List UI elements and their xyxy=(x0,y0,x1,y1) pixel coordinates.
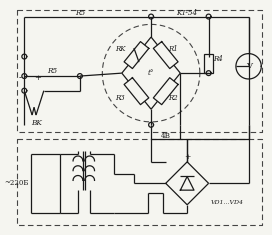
Text: -: - xyxy=(19,74,22,82)
Text: RK: RK xyxy=(115,45,125,53)
Text: R4: R4 xyxy=(214,55,223,63)
Text: KT-54: KT-54 xyxy=(177,9,198,17)
Text: 4B: 4B xyxy=(161,132,171,140)
Text: t°: t° xyxy=(148,69,154,77)
Text: R2: R2 xyxy=(168,94,177,102)
Text: V: V xyxy=(246,62,252,70)
Text: VD1...VD4: VD1...VD4 xyxy=(211,200,243,205)
Bar xyxy=(204,54,214,73)
Text: BK: BK xyxy=(31,119,41,127)
Text: ~220Б: ~220Б xyxy=(4,179,28,187)
Text: R5: R5 xyxy=(48,67,58,75)
Text: +: + xyxy=(184,153,190,161)
Text: +: + xyxy=(35,74,41,82)
Text: R1: R1 xyxy=(168,45,177,53)
Text: R5: R5 xyxy=(75,9,85,17)
Text: R3: R3 xyxy=(115,94,125,102)
